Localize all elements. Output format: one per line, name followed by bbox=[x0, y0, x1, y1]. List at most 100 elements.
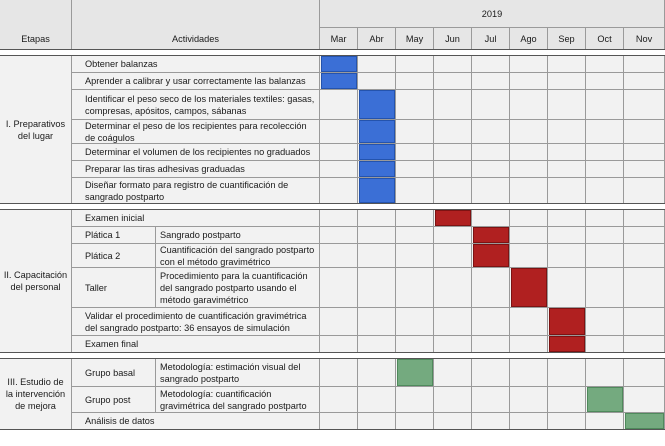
month-cell bbox=[472, 268, 510, 308]
month-cell bbox=[358, 210, 396, 227]
activity-label: Validar el procedimiento de cuantificaci… bbox=[72, 308, 320, 336]
gantt-bar-blue bbox=[359, 120, 395, 143]
month-cell bbox=[586, 413, 624, 430]
month-cell bbox=[586, 268, 624, 308]
month-cell bbox=[396, 308, 434, 336]
month-cell bbox=[548, 244, 586, 268]
gantt-bar-red bbox=[549, 308, 585, 335]
month-cell bbox=[548, 268, 586, 308]
month-cell bbox=[358, 359, 396, 387]
activity-detail: Procedimiento para la cuantificación del… bbox=[156, 268, 320, 308]
activity-label: Examen final bbox=[72, 336, 320, 353]
stage-label: I. Preparativos del lugar bbox=[0, 56, 72, 204]
header-divider bbox=[0, 49, 665, 50]
month-cell bbox=[434, 387, 472, 413]
month-cell bbox=[510, 178, 548, 204]
month-cell bbox=[624, 308, 665, 336]
month-cell bbox=[396, 210, 434, 227]
month-cell bbox=[586, 359, 624, 387]
activity-detail: Sangrado postparto bbox=[156, 227, 320, 244]
activity-label: Identificar el peso seco de los material… bbox=[72, 90, 320, 120]
month-header-ago: Ago bbox=[510, 28, 548, 50]
activity-label: Aprender a calibrar y usar correctamente… bbox=[72, 73, 320, 90]
activity-label: Examen inicial bbox=[72, 210, 320, 227]
month-cell bbox=[586, 178, 624, 204]
month-cell bbox=[396, 73, 434, 90]
month-cell bbox=[358, 308, 396, 336]
month-cell bbox=[586, 56, 624, 73]
gantt-bar-red bbox=[549, 336, 585, 352]
month-cell bbox=[396, 244, 434, 268]
month-cell bbox=[586, 244, 624, 268]
month-cell bbox=[624, 144, 665, 161]
month-cell bbox=[434, 90, 472, 120]
month-cell bbox=[548, 178, 586, 204]
month-cell bbox=[586, 308, 624, 336]
month-cell bbox=[320, 90, 358, 120]
month-cell bbox=[320, 336, 358, 353]
month-cell bbox=[472, 178, 510, 204]
gantt-bar-red bbox=[473, 227, 509, 243]
month-cell bbox=[472, 161, 510, 178]
month-cell bbox=[358, 413, 396, 430]
activity-label: Determinar el volumen de los recipientes… bbox=[72, 144, 320, 161]
month-cell bbox=[586, 73, 624, 90]
month-cell bbox=[624, 268, 665, 308]
month-cell bbox=[472, 56, 510, 73]
month-cell bbox=[548, 210, 586, 227]
month-cell bbox=[320, 161, 358, 178]
month-cell bbox=[434, 73, 472, 90]
month-cell bbox=[434, 120, 472, 144]
year-header: 2019 bbox=[320, 0, 665, 28]
month-cell bbox=[510, 73, 548, 90]
month-cell bbox=[434, 161, 472, 178]
month-cell bbox=[586, 161, 624, 178]
month-cell bbox=[396, 336, 434, 353]
month-header-jul: Jul bbox=[472, 28, 510, 50]
month-cell bbox=[320, 413, 358, 430]
month-cell bbox=[358, 73, 396, 90]
activity-label: Preparar las tiras adhesivas graduadas bbox=[72, 161, 320, 178]
month-cell bbox=[624, 161, 665, 178]
month-cell bbox=[548, 387, 586, 413]
month-cell bbox=[434, 178, 472, 204]
month-cell bbox=[320, 308, 358, 336]
month-cell bbox=[472, 359, 510, 387]
month-cell bbox=[548, 144, 586, 161]
section-bottom-rule bbox=[0, 429, 665, 430]
activities-column-header: Actividades bbox=[72, 0, 320, 50]
month-cell bbox=[548, 227, 586, 244]
month-cell bbox=[434, 144, 472, 161]
section-top-rule bbox=[0, 358, 665, 359]
month-cell bbox=[624, 336, 665, 353]
activity-label: Análisis de datos bbox=[72, 413, 320, 430]
month-cell bbox=[510, 244, 548, 268]
month-cell bbox=[396, 161, 434, 178]
gantt-bar-blue bbox=[359, 144, 395, 160]
month-cell bbox=[320, 210, 358, 227]
month-cell bbox=[358, 268, 396, 308]
month-cell bbox=[396, 268, 434, 308]
month-cell bbox=[624, 73, 665, 90]
month-cell bbox=[510, 144, 548, 161]
section-bottom-rule bbox=[0, 352, 665, 353]
month-cell bbox=[434, 268, 472, 308]
month-header-jun: Jun bbox=[434, 28, 472, 50]
month-cell bbox=[510, 336, 548, 353]
month-cell bbox=[472, 90, 510, 120]
month-cell bbox=[472, 73, 510, 90]
month-cell bbox=[510, 120, 548, 144]
month-cell bbox=[472, 210, 510, 227]
month-cell bbox=[472, 308, 510, 336]
activity-label: Diseñar formato para registro de cuantif… bbox=[72, 178, 320, 204]
section-bottom-rule bbox=[0, 203, 665, 204]
activity-label: Grupo post bbox=[72, 387, 156, 413]
month-cell bbox=[586, 144, 624, 161]
gantt-bar-blue bbox=[359, 161, 395, 177]
month-cell bbox=[548, 359, 586, 387]
month-cell bbox=[624, 227, 665, 244]
month-cell bbox=[510, 56, 548, 73]
activity-label: Taller bbox=[72, 268, 156, 308]
gantt-bar-blue bbox=[321, 73, 357, 89]
